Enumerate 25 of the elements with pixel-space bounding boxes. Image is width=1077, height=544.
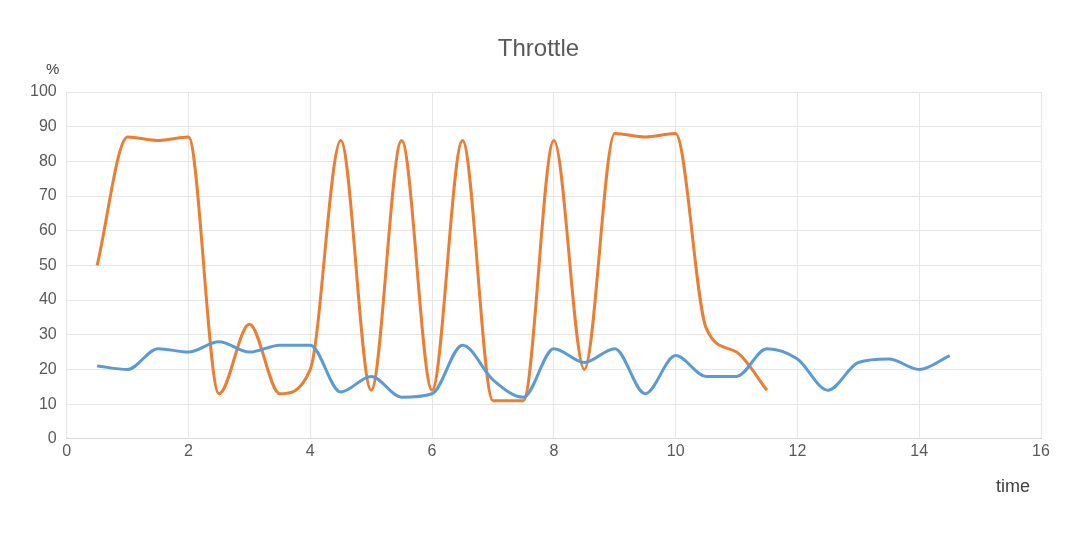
x-tick-label: 8	[549, 441, 559, 459]
x-tick-label: 4	[305, 441, 315, 459]
line-series	[95, 132, 769, 403]
x-tick-label: 6	[427, 441, 437, 459]
y-tick-label: 70	[38, 186, 57, 204]
y-tick-label: 10	[38, 394, 57, 412]
x-tick-label: 2	[184, 441, 194, 459]
x-tick-label: 0	[62, 441, 72, 459]
chart-title: Throttle	[497, 34, 580, 61]
x-tick-label: 16	[1032, 441, 1050, 459]
y-tick-label: 40	[38, 290, 57, 308]
y-tick-label: 80	[38, 151, 57, 169]
y-tick-label: 50	[38, 255, 57, 273]
y-axis-title: %	[46, 60, 60, 77]
x-tick-label: 12	[788, 441, 807, 459]
y-tick-label: 60	[38, 221, 57, 239]
line-series	[95, 340, 952, 399]
y-tick-label: 0	[47, 429, 57, 447]
y-tick-label: 100	[29, 82, 57, 100]
x-tick-label: 10	[666, 441, 685, 459]
y-tick-label: 30	[38, 325, 57, 343]
y-tick-label: 90	[38, 117, 57, 135]
x-tick-label: 14	[910, 441, 929, 459]
x-axis-title: time	[996, 476, 1031, 497]
y-tick-label: 20	[38, 359, 57, 377]
